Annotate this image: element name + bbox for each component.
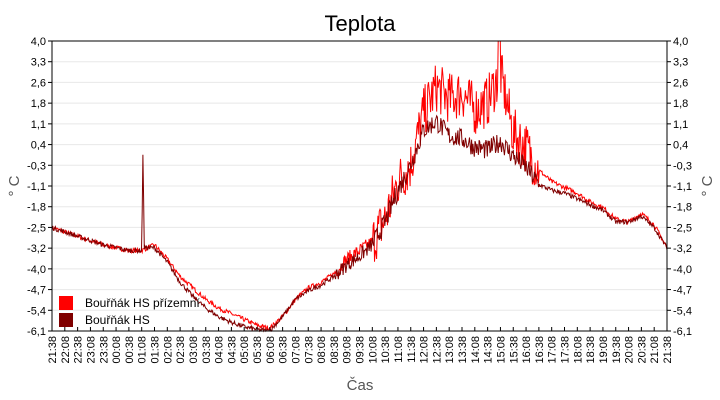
x-tick-label: 06:08 xyxy=(265,336,277,364)
x-tick-label: 23:08 xyxy=(85,336,97,364)
legend-label-prizemni: Bouřňák HS přízemní xyxy=(85,296,200,310)
y-tick-label: -0,3 xyxy=(673,160,692,172)
y-tick-label: -4,7 xyxy=(27,285,46,297)
y-tick-label: 0,4 xyxy=(31,140,46,152)
x-tick-label: 15:08 xyxy=(495,336,507,364)
x-tick-label: 07:38 xyxy=(303,336,315,364)
x-tick-label: 19:08 xyxy=(598,336,610,364)
x-tick-label: 18:38 xyxy=(585,336,597,364)
y-tick-label: -1,1 xyxy=(673,181,692,193)
x-tick-label: 16:38 xyxy=(534,336,546,364)
x-axis: 21:38 22:08 22:38 23:08 23:38 00:08 00:38 01:08… xyxy=(47,327,674,364)
x-tick-label: 22:38 xyxy=(73,336,85,364)
x-tick-label: 10:08 xyxy=(367,336,379,364)
x-tick-label: 21:08 xyxy=(649,336,661,364)
x-tick-label: 11:08 xyxy=(393,336,405,363)
x-tick-label: 11:38 xyxy=(406,336,418,363)
x-tick-label: 03:38 xyxy=(201,336,213,364)
y-tick-label: 2,6 xyxy=(673,77,688,89)
legend: Bouřňák HS přízemní Bouřňák HS xyxy=(59,296,200,327)
x-tick-label: 13:08 xyxy=(444,336,456,364)
x-tick-label: 20:08 xyxy=(624,336,636,364)
y-tick-label: -5,4 xyxy=(673,305,692,317)
x-tick-label: 01:08 xyxy=(137,336,149,364)
series-line xyxy=(51,114,668,333)
x-tick-label: 00:08 xyxy=(111,336,123,364)
y-tick-label: -3,2 xyxy=(673,243,692,255)
y-tick-label: -4,0 xyxy=(673,264,692,276)
y-tick-label: 4,0 xyxy=(673,36,688,48)
y-tick-label: -2,5 xyxy=(673,222,692,234)
y-tick-label: 0,4 xyxy=(673,140,688,152)
x-tick-label: 17:38 xyxy=(560,336,572,364)
x-tick-label: 21:38 xyxy=(47,336,59,364)
x-tick-label: 10:38 xyxy=(380,336,392,364)
y-tick-label: -5,4 xyxy=(27,305,46,317)
y-tick-label: 1,8 xyxy=(31,98,46,110)
x-tick-label: 08:08 xyxy=(316,336,328,364)
y-axis-right: 4,0 3,3 2,6 1,8 1,1 0,4 -0,3 -1,1 -1,8 -2,5 -3,2 -4… xyxy=(667,36,692,338)
x-tick-label: 12:08 xyxy=(419,336,431,364)
x-tick-label: 22:08 xyxy=(60,336,72,364)
x-tick-label: 14:38 xyxy=(483,336,495,364)
y-tick-label: -4,7 xyxy=(673,285,692,297)
y-tick-label: 1,8 xyxy=(673,98,688,110)
plot-area xyxy=(51,40,668,333)
legend-label-hs: Bouřňák HS xyxy=(85,313,150,327)
x-tick-label: 15:38 xyxy=(508,336,520,364)
y-tick-label: -1,8 xyxy=(673,202,692,214)
x-tick-label: 17:08 xyxy=(547,336,559,364)
x-tick-label: 02:08 xyxy=(162,336,174,364)
y-tick-label: -1,8 xyxy=(27,202,46,214)
grid-lines xyxy=(52,61,667,311)
x-tick-label: 23:38 xyxy=(98,336,110,364)
x-tick-label: 21:38 xyxy=(662,336,674,364)
x-tick-label: 16:08 xyxy=(521,336,533,364)
x-tick-label: 04:38 xyxy=(226,336,238,364)
x-tick-label: 12:38 xyxy=(431,336,443,364)
legend-item-prizemni[interactable]: Bouřňák HS přízemní xyxy=(59,296,200,310)
x-tick-label: 08:38 xyxy=(329,336,341,364)
x-tick-label: 13:38 xyxy=(457,336,469,364)
x-tick-label: 00:38 xyxy=(124,336,136,364)
x-tick-label: 20:38 xyxy=(636,336,648,364)
y-axis-left: 4,0 3,3 2,6 1,8 1,1 0,4 -0,3 -1,1 -1,8 -2,5 -3,2 -4… xyxy=(27,36,52,338)
x-tick-label: 04:08 xyxy=(214,336,226,364)
y-tick-label: 3,3 xyxy=(31,57,46,69)
y-tick-label: -6,1 xyxy=(673,326,692,338)
y-axis-title-right: ° C xyxy=(699,175,716,196)
x-tick-label: 07:08 xyxy=(290,336,302,364)
x-tick-label: 06:38 xyxy=(278,336,290,364)
x-tick-label: 05:08 xyxy=(239,336,251,364)
x-axis-title: Čas xyxy=(347,377,374,394)
y-tick-label: 1,1 xyxy=(673,119,688,131)
y-axis-title-left: ° C xyxy=(6,175,23,196)
x-tick-label: 01:38 xyxy=(150,336,162,364)
x-tick-label: 18:08 xyxy=(572,336,584,364)
y-tick-label: -1,1 xyxy=(27,181,46,193)
x-tick-label: 02:38 xyxy=(175,336,187,364)
y-tick-label: 2,6 xyxy=(31,77,46,89)
x-tick-label: 03:08 xyxy=(188,336,200,364)
y-tick-label: 4,0 xyxy=(31,36,46,48)
x-tick-label: 14:08 xyxy=(470,336,482,364)
y-tick-label: 1,1 xyxy=(31,119,46,131)
y-tick-label: -4,0 xyxy=(27,264,46,276)
y-tick-label: -6,1 xyxy=(27,326,46,338)
y-tick-label: -0,3 xyxy=(27,160,46,172)
legend-item-hs[interactable]: Bouřňák HS xyxy=(59,313,150,327)
legend-swatch-hs xyxy=(59,313,73,327)
x-tick-label: 09:38 xyxy=(355,336,367,364)
x-tick-label: 05:38 xyxy=(252,336,264,364)
x-tick-label: 09:08 xyxy=(342,336,354,364)
y-tick-label: -2,5 xyxy=(27,222,46,234)
x-tick-label: 19:38 xyxy=(611,336,623,364)
y-tick-label: 3,3 xyxy=(673,57,688,69)
y-tick-label: -3,2 xyxy=(27,243,46,255)
legend-swatch-prizemni xyxy=(59,296,73,310)
chart-title: Teplota xyxy=(325,11,397,36)
